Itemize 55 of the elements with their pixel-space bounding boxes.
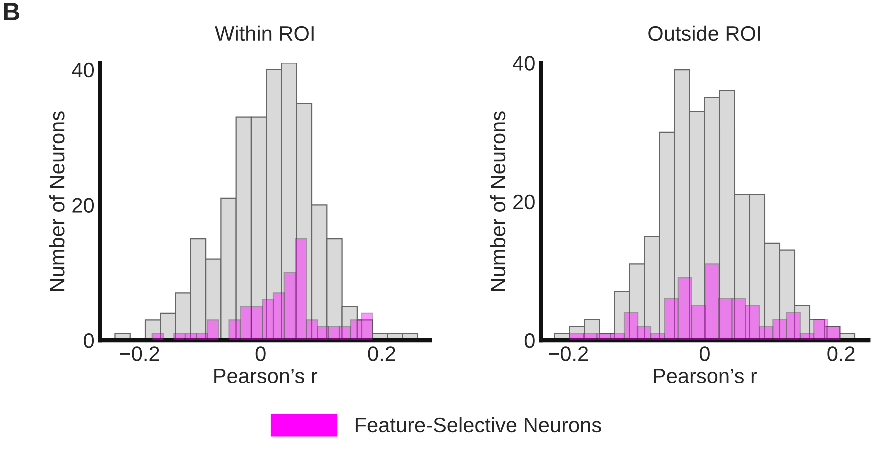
y-tick-label: 20 xyxy=(514,194,535,210)
bar xyxy=(284,272,296,341)
bar xyxy=(317,326,330,341)
bar xyxy=(636,326,652,341)
bar xyxy=(650,333,666,341)
x-tick-label: 0 xyxy=(700,346,710,362)
bar xyxy=(596,333,612,341)
y-tick-label: 40 xyxy=(513,56,535,71)
bar xyxy=(678,278,692,341)
y-axis-title: Number of Neurons xyxy=(490,112,506,292)
x-tick-label: −0.2 xyxy=(549,346,588,362)
bar xyxy=(745,305,760,341)
x-tick-label: 0.2 xyxy=(828,346,855,362)
x-tick-label: −0.2 xyxy=(120,346,160,362)
bar xyxy=(759,326,774,341)
legend-label: Feature-Selective Neurons xyxy=(356,417,602,433)
bar xyxy=(583,333,598,341)
bar xyxy=(328,326,340,341)
bar xyxy=(228,320,241,341)
bar xyxy=(262,299,274,341)
y-tick-label: 0 xyxy=(524,334,535,348)
text: B xyxy=(4,3,20,20)
bar xyxy=(272,292,286,341)
x-axis-title: Pearson’s r xyxy=(654,369,758,384)
bar xyxy=(800,333,815,341)
bar xyxy=(361,312,374,341)
bar xyxy=(206,320,220,341)
bar xyxy=(772,319,788,341)
y-tick-label: 40 xyxy=(72,62,94,78)
bar xyxy=(306,320,318,341)
bar xyxy=(350,320,363,341)
chart-title: Within ROI xyxy=(215,26,314,42)
x-axis-title: Pearson’s r xyxy=(214,369,318,384)
bar xyxy=(718,298,733,341)
bar xyxy=(338,326,352,341)
bar xyxy=(196,333,208,341)
bar xyxy=(610,333,625,341)
bar xyxy=(732,298,746,341)
y-tick-label: 20 xyxy=(72,198,94,213)
x-tick-label: 0 xyxy=(256,346,266,362)
y-axis-title: Number of Neurons xyxy=(49,112,65,292)
bar xyxy=(691,305,706,341)
x-tick-label: 0.2 xyxy=(368,346,396,362)
bar xyxy=(786,312,801,341)
bar xyxy=(152,333,164,341)
bar xyxy=(664,298,679,341)
bar xyxy=(814,319,828,341)
chart-title: Outside ROI xyxy=(648,26,760,42)
bar xyxy=(251,306,264,341)
bar xyxy=(185,333,198,341)
bar xyxy=(624,312,639,341)
bar xyxy=(705,264,720,341)
bar xyxy=(174,333,186,341)
bar xyxy=(295,238,308,341)
y-tick-label: 0 xyxy=(84,334,94,348)
